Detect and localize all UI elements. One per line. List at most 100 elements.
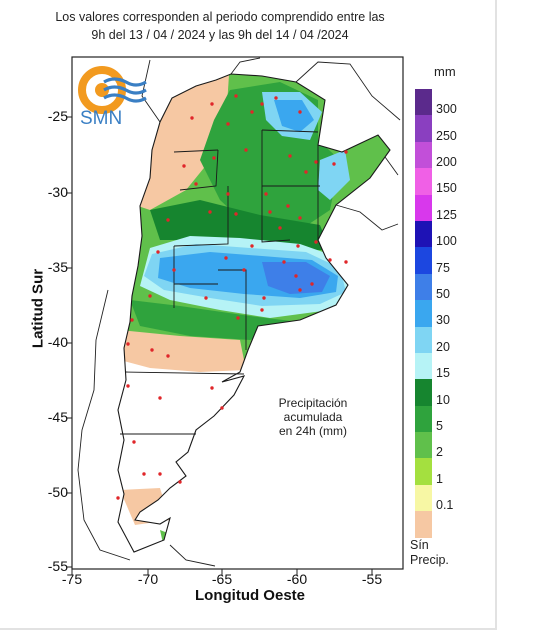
ytick-label: -50 <box>47 484 68 500</box>
neighbour-borders <box>77 57 401 567</box>
legend-label: 100 <box>436 234 457 249</box>
legend-label: 2 <box>436 445 443 460</box>
legend-swatch <box>415 141 432 169</box>
ytick-label: -55 <box>47 558 68 574</box>
station-marker <box>148 294 152 298</box>
legend-label: 5 <box>436 419 443 433</box>
legend-swatch <box>415 511 432 538</box>
border-chubut-north <box>125 371 245 375</box>
station-marker <box>260 102 264 106</box>
bolivia-border <box>230 57 261 75</box>
chile-north-border <box>141 59 161 123</box>
xtick-label: -65 <box>211 571 233 587</box>
station-marker <box>314 160 318 164</box>
legend-swatch <box>415 300 432 327</box>
blue-north-core <box>274 100 314 132</box>
legend-label: 250 <box>436 128 457 143</box>
legend-swatch <box>415 115 432 142</box>
legend-label: 75 <box>436 260 450 275</box>
station-marker <box>208 210 212 214</box>
station-marker <box>150 348 154 352</box>
legend-label: 10 <box>436 392 450 407</box>
ytick-label: -45 <box>47 409 68 425</box>
station-marker <box>226 122 230 126</box>
station-marker <box>328 258 332 262</box>
legend-label: 0.1 <box>436 498 454 513</box>
annotation-line-2: en 24h (mm) <box>278 424 348 438</box>
ytick-label: -35 <box>47 259 68 275</box>
province-borders <box>117 73 391 553</box>
smn-logo-mark <box>78 66 147 114</box>
xtick-label: -75 <box>61 571 83 587</box>
ytick-label: -30 <box>47 184 68 200</box>
station-marker <box>116 496 120 500</box>
border-la-rioja <box>179 149 219 191</box>
station-marker <box>286 204 290 208</box>
legend-label: 300 <box>436 102 457 117</box>
station-marker <box>126 384 130 388</box>
station-marker <box>212 156 216 160</box>
station-marker <box>166 218 170 222</box>
station-marker <box>314 240 318 244</box>
station-marker <box>294 274 298 278</box>
station-marker <box>178 480 182 484</box>
station-marker <box>234 212 238 216</box>
map-header: Los valores corresponden al periodo comp… <box>40 8 400 44</box>
station-marker <box>262 296 266 300</box>
station-marker <box>296 244 300 248</box>
legend-label: 125 <box>436 207 457 222</box>
station-marker <box>332 162 336 166</box>
uruguay-border <box>335 204 399 231</box>
legend-label: 15 <box>436 366 450 381</box>
legend-label: 1 <box>436 471 443 486</box>
map-annotation: Precipitación acumulada en 24h (mm) <box>248 396 378 438</box>
legend-swatch <box>415 194 432 221</box>
legend-swatch <box>415 247 432 274</box>
logo-wave-2 <box>103 85 147 95</box>
station-marker <box>344 260 348 264</box>
legend-swatch <box>415 352 432 380</box>
smn-logo-text: SMN <box>80 108 123 129</box>
annotation-line-1: Precipitación acumulada <box>278 396 348 424</box>
station-marker <box>190 116 194 120</box>
xtick-label: -60 <box>286 571 308 587</box>
station-marker <box>172 268 176 272</box>
legend-no-precip: Sín Precip. <box>410 538 449 568</box>
legend-swatch <box>415 273 432 301</box>
legend-no-precip-line-1: Sín <box>410 538 429 552</box>
header-line-2: 9h del 13 / 04 / 2024 y las 9h del 14 / … <box>91 28 349 42</box>
station-marker <box>304 170 308 174</box>
legend-swatch <box>415 89 432 116</box>
station-marker <box>204 296 208 300</box>
border-chaco-formosa <box>261 129 319 133</box>
station-marker <box>234 94 238 98</box>
legend-swatch <box>415 458 432 485</box>
plot-frame <box>71 56 404 570</box>
station-marker <box>132 440 136 444</box>
station-marker <box>220 406 224 410</box>
chile-coast <box>77 289 131 561</box>
blue-deep-central <box>262 262 330 294</box>
logo-wave-1 <box>103 77 147 87</box>
legend-label: 30 <box>436 313 450 328</box>
station-marker <box>268 210 272 214</box>
station-marker <box>264 192 268 196</box>
blue-northeast-cell <box>318 150 350 200</box>
station-marker <box>226 192 230 196</box>
station-marker <box>250 110 254 114</box>
legend-swatch <box>415 484 432 512</box>
station-marker <box>282 260 286 264</box>
station-marker <box>298 216 302 220</box>
ytick-label: -25 <box>47 108 68 124</box>
station-marker <box>158 396 162 400</box>
station-marker <box>244 148 248 152</box>
ytick-label: -40 <box>47 334 68 350</box>
station-marker <box>298 288 302 292</box>
legend-swatch <box>415 432 432 459</box>
border-la-pampa <box>218 269 247 350</box>
legend-swatch <box>415 326 432 353</box>
station-marker <box>156 250 160 254</box>
station-marker <box>344 150 348 154</box>
xtick-label: -70 <box>137 571 159 587</box>
dry-patagonia-north <box>120 330 246 372</box>
